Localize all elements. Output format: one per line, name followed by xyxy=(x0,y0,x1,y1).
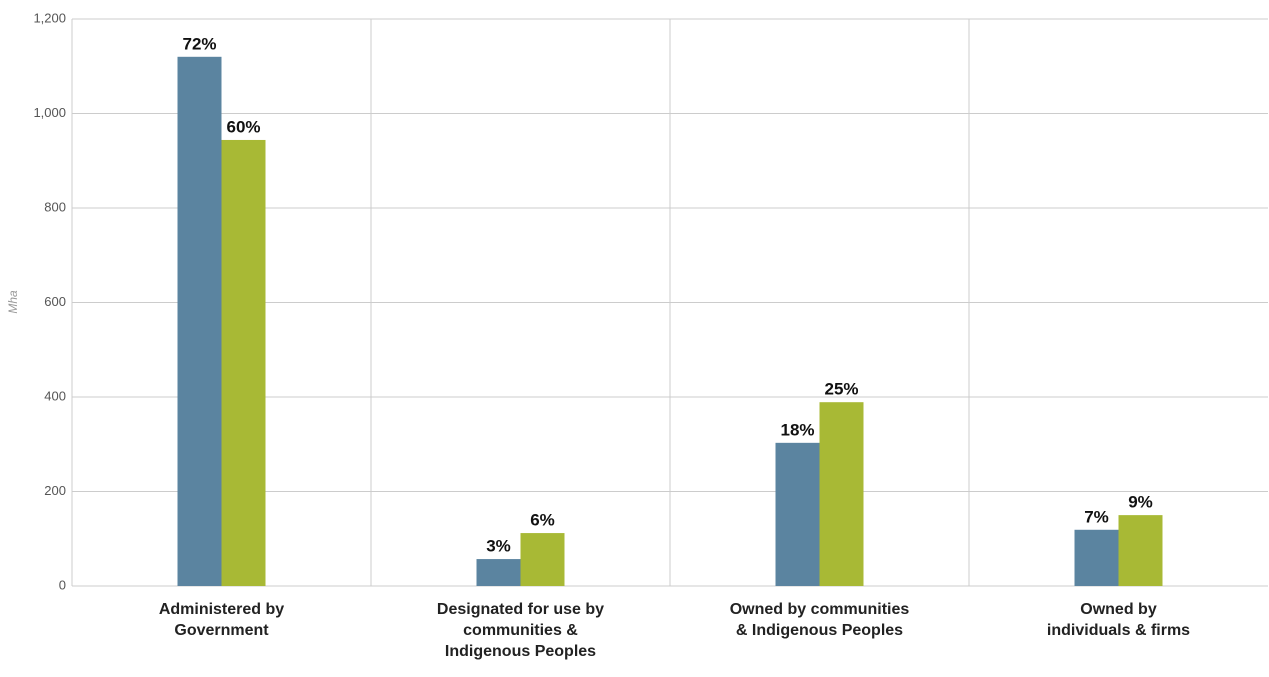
bar xyxy=(819,402,864,586)
data-label: 9% xyxy=(1128,493,1153,512)
bar xyxy=(177,56,222,587)
y-tick-label: 200 xyxy=(44,483,66,498)
y-tick-label: 400 xyxy=(44,388,66,403)
y-tick-label: 1,200 xyxy=(33,10,66,25)
bar xyxy=(520,533,565,586)
x-tick-label: Owned by communities xyxy=(730,601,910,618)
x-tick-label: Administered by xyxy=(159,601,284,618)
bar xyxy=(1118,515,1163,586)
y-tick-label: 1,000 xyxy=(33,105,66,120)
x-tick-label: Owned by xyxy=(1080,601,1157,618)
y-tick-label: 800 xyxy=(44,199,66,214)
bar xyxy=(1074,529,1119,586)
data-label: 6% xyxy=(530,511,555,530)
y-tick-label: 0 xyxy=(59,577,66,592)
bar xyxy=(476,559,521,586)
data-label: 7% xyxy=(1084,507,1109,526)
data-label: 72% xyxy=(182,34,216,53)
x-tick-label: individuals & firms xyxy=(1047,622,1190,639)
x-tick-label: & Indigenous Peoples xyxy=(736,622,903,639)
data-label: 25% xyxy=(824,380,858,399)
data-label: 3% xyxy=(486,537,511,556)
y-axis-label: Mha xyxy=(6,290,20,314)
y-tick-label: 600 xyxy=(44,294,66,309)
x-tick-label: Indigenous Peoples xyxy=(445,643,596,660)
bar xyxy=(221,139,266,586)
data-label: 60% xyxy=(226,117,260,136)
data-label: 18% xyxy=(780,420,814,439)
bar xyxy=(775,442,820,586)
x-tick-label: Government xyxy=(174,622,269,639)
x-tick-label: communities & xyxy=(463,622,578,639)
x-tick-label: Designated for use by xyxy=(437,601,604,618)
